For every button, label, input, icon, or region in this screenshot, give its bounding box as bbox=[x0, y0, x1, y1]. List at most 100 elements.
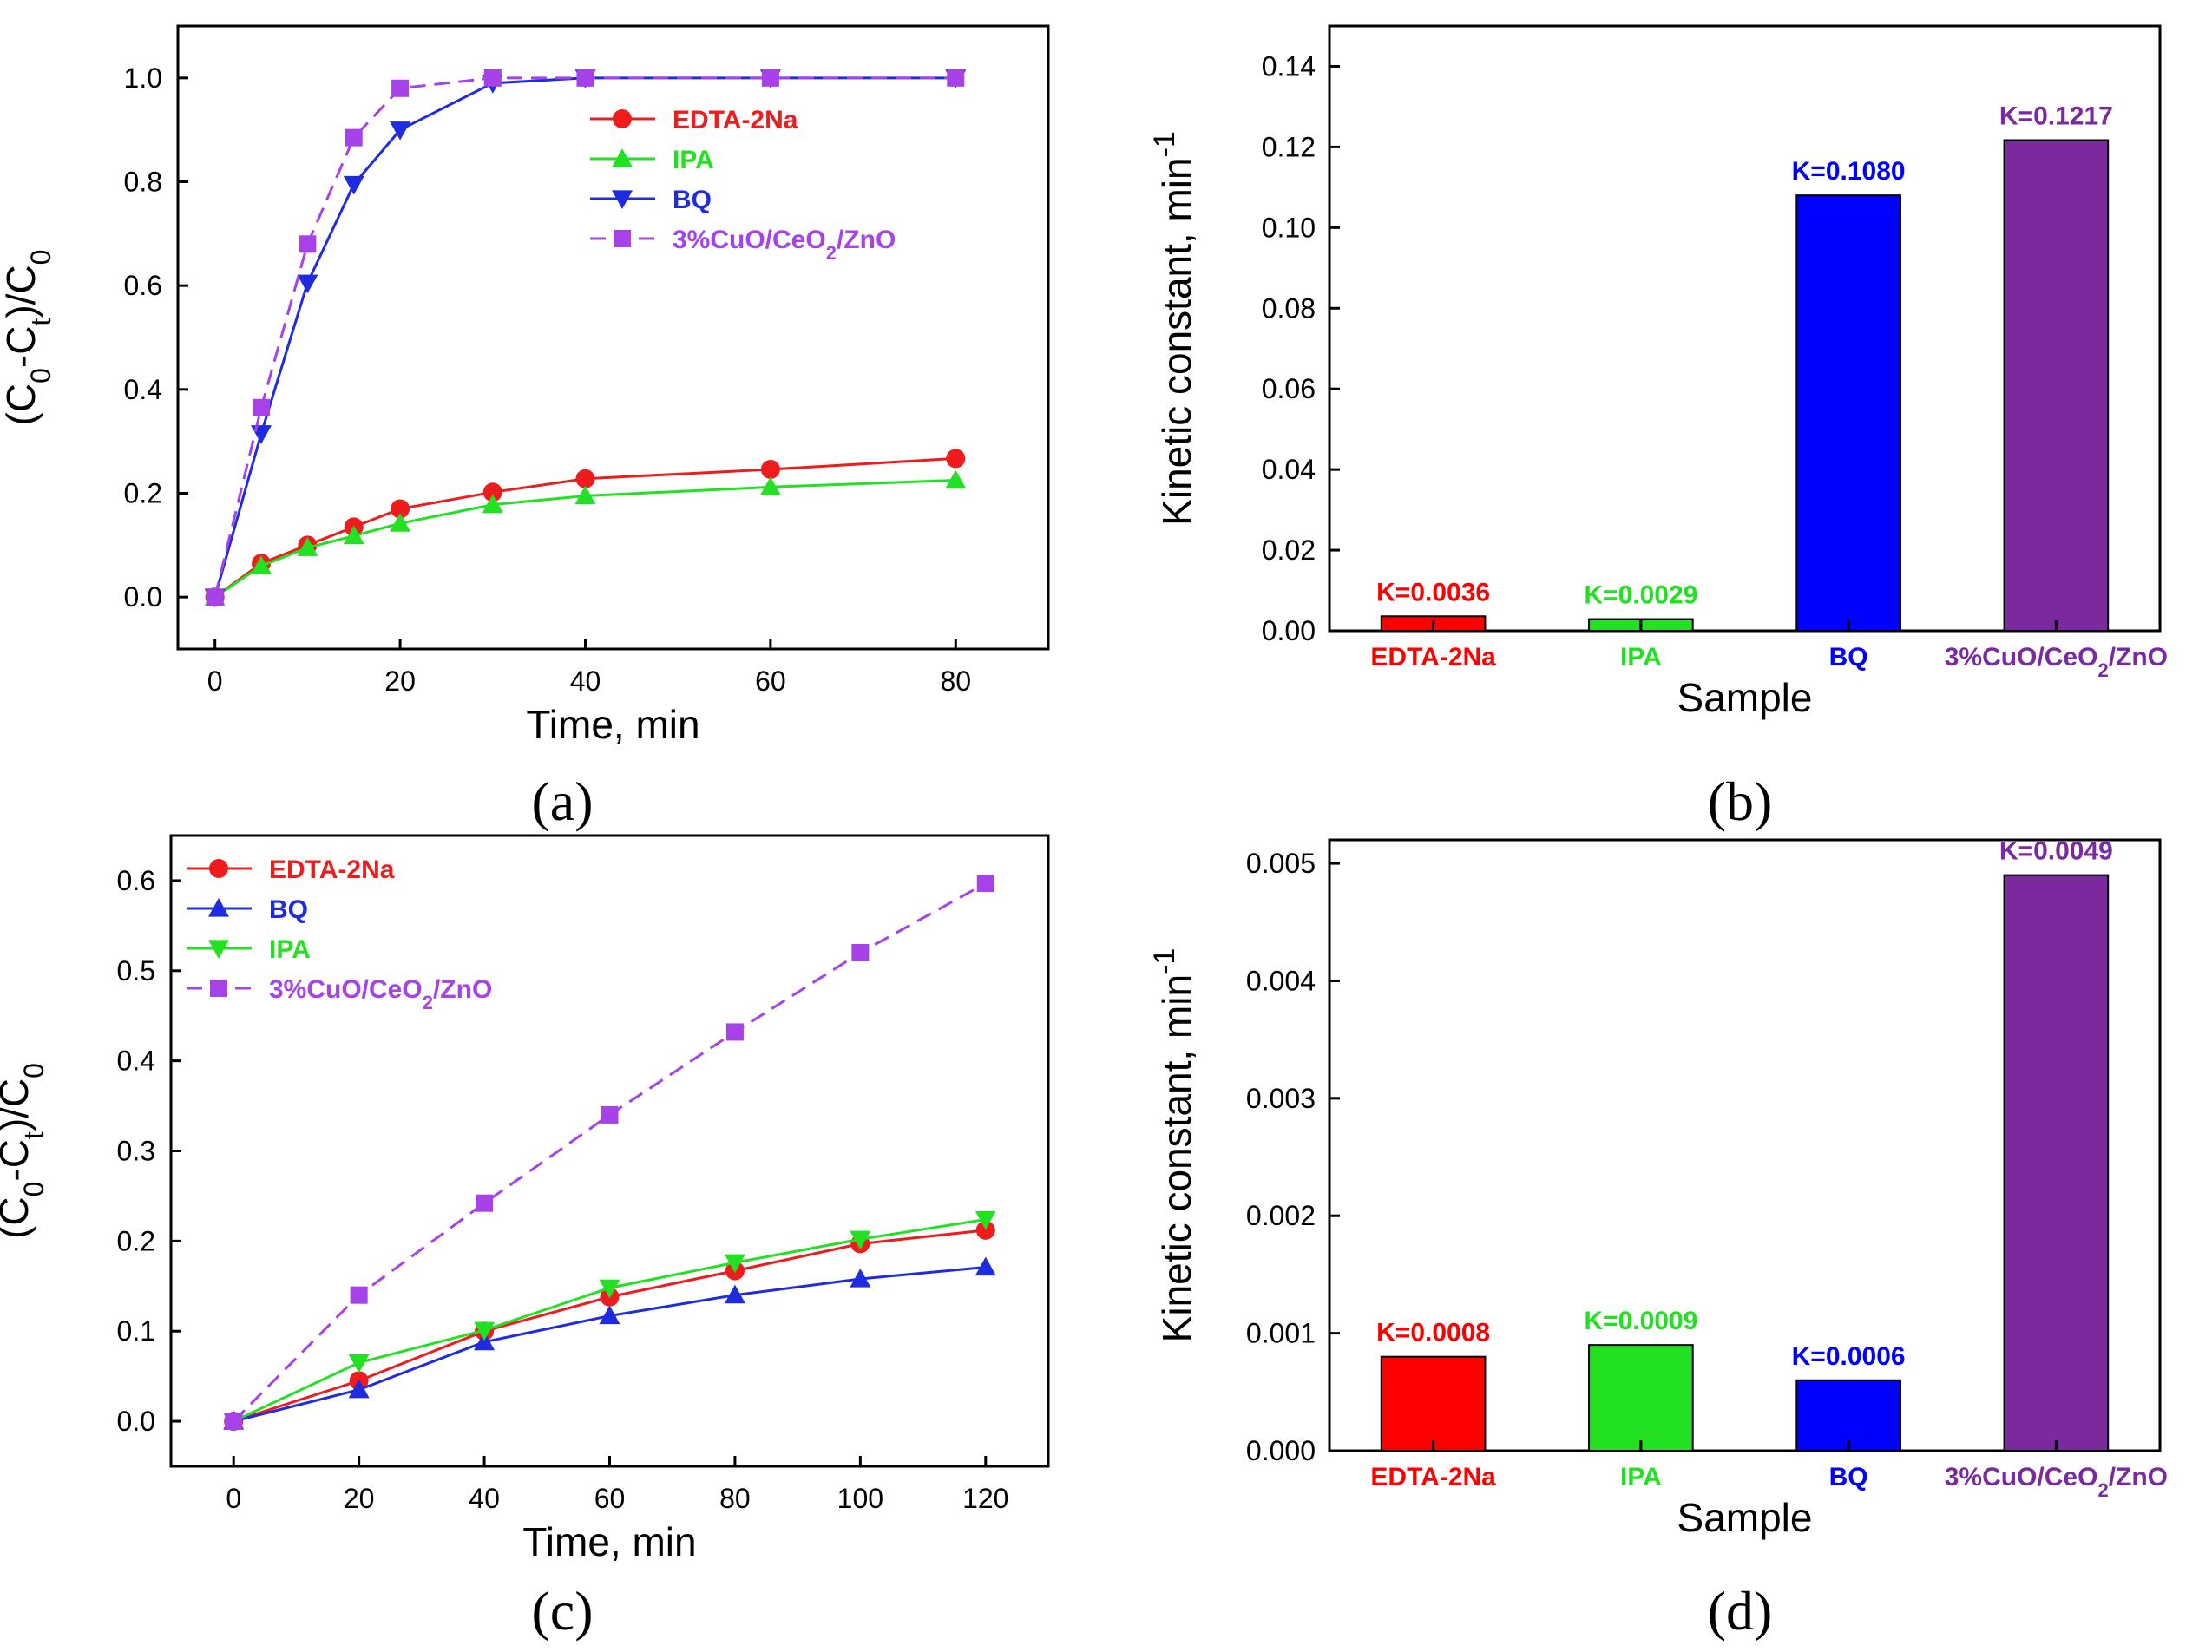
b-bar-value-label: K=0.0036 bbox=[1376, 578, 1490, 606]
c-legend-label: BQ bbox=[269, 895, 308, 924]
a-series-3-point bbox=[947, 69, 965, 87]
b-y-tick-label: 0.00 bbox=[1262, 615, 1316, 646]
d-y-tick-label: 0.001 bbox=[1246, 1318, 1316, 1349]
panel-b-bar-chart: 0.00 0.02 0.04 0.06 0.08 0.10 0.12 0.14 K=0.0036… bbox=[1148, 24, 2168, 720]
b-category-label: BQ bbox=[1829, 643, 1868, 672]
a-legend-marker bbox=[612, 190, 633, 209]
b-y-tick-label: 0.02 bbox=[1262, 534, 1316, 566]
c-legend-label: 3%CuO/CeO2/ZnO bbox=[269, 975, 492, 1013]
c-series-1-point bbox=[724, 1284, 745, 1304]
b-category-label: EDTA-2Na bbox=[1370, 643, 1496, 672]
d-x-axis-title: Sample bbox=[1677, 1495, 1813, 1540]
c-x-axis-title: Time, min bbox=[522, 1519, 696, 1564]
c-series-1-point bbox=[975, 1256, 996, 1276]
b-category-label: 3%CuO/CeO2/ZnO bbox=[1945, 643, 2168, 681]
c-x-tick-label: 100 bbox=[837, 1483, 883, 1514]
c-series-0-point bbox=[975, 1220, 995, 1240]
a-y-tick-label: 0.6 bbox=[124, 270, 162, 301]
a-series-3-point bbox=[391, 79, 410, 97]
c-legend-label: EDTA-2Na bbox=[269, 856, 395, 884]
d-y-axis-title: Kinetic constant, min-1 bbox=[1148, 948, 1199, 1343]
a-series-3-point bbox=[206, 588, 224, 606]
panel-c-line-chart: 0 20 40 60 80 100 120 0.0 0.1 0.2 0.3 0.4 0.5 0.6 Time… bbox=[0, 834, 1050, 1564]
a-series-2-point bbox=[343, 175, 364, 195]
a-series-line-3 bbox=[213, 76, 956, 598]
a-series-0-point bbox=[946, 449, 966, 469]
d-y-tick-label: 0.000 bbox=[1246, 1435, 1316, 1466]
d-bar-value-label: K=0.0049 bbox=[1999, 837, 2113, 866]
c-x-tick-label: 60 bbox=[594, 1483, 626, 1514]
a-series-1-point bbox=[482, 494, 503, 514]
a-series-0-point bbox=[575, 469, 595, 488]
c-y-tick-label: 0.4 bbox=[117, 1046, 155, 1077]
c-series-2-point bbox=[850, 1230, 871, 1250]
caption-c: (c) bbox=[531, 1580, 593, 1642]
c-series-2-point bbox=[599, 1279, 620, 1299]
d-plot-frame bbox=[1328, 838, 2162, 1452]
b-bar-value-label: K=0.0029 bbox=[1584, 581, 1697, 610]
a-series-1-point bbox=[945, 469, 967, 489]
b-y-axis-title: Kinetic constant, min-1 bbox=[1148, 131, 1199, 526]
a-y-tick-label: 0.4 bbox=[124, 374, 162, 405]
b-bar-value-label: K=0.1217 bbox=[1999, 102, 2113, 131]
c-y-axis-title: (C0-Ct)/C0 bbox=[0, 1063, 49, 1239]
c-y-tick-label: 0.5 bbox=[117, 955, 155, 987]
a-series-3-point bbox=[299, 235, 317, 253]
c-series-3-point bbox=[350, 1286, 368, 1304]
a-series-1-point bbox=[343, 525, 364, 545]
b-bar bbox=[1795, 194, 1901, 632]
a-plot-frame bbox=[176, 24, 1050, 651]
d-bar bbox=[1380, 1355, 1487, 1452]
d-bar bbox=[2003, 874, 2110, 1452]
c-y-tick-label: 0.6 bbox=[117, 865, 155, 896]
d-y-tick-label: 0.002 bbox=[1246, 1200, 1316, 1231]
a-legend-label: EDTA-2Na bbox=[673, 106, 798, 134]
d-bar-value-label: K=0.0006 bbox=[1792, 1342, 1906, 1371]
d-bar bbox=[1795, 1379, 1901, 1452]
b-y-tick-label: 0.14 bbox=[1262, 50, 1316, 82]
a-legend-label: IPA bbox=[673, 146, 714, 174]
a-y-tick-label: 0.0 bbox=[124, 581, 162, 613]
a-x-tick-label: 20 bbox=[384, 665, 416, 697]
a-series-0-point bbox=[760, 459, 780, 479]
a-series-2-point bbox=[297, 274, 318, 294]
c-legend-marker bbox=[210, 980, 227, 997]
a-x-tick-label: 40 bbox=[570, 665, 601, 697]
c-series-3-point bbox=[976, 875, 994, 893]
c-y-tick-label: 0.0 bbox=[117, 1406, 155, 1437]
a-legend-marker bbox=[612, 148, 633, 167]
c-series-line-3 bbox=[233, 882, 987, 1423]
d-y-tick-label: 0.003 bbox=[1246, 1083, 1316, 1114]
d-bar bbox=[1588, 1344, 1694, 1452]
a-series-1-point bbox=[297, 537, 318, 556]
c-series-1-point bbox=[850, 1268, 871, 1288]
b-y-tick-label: 0.12 bbox=[1262, 131, 1316, 162]
a-legend-marker bbox=[613, 109, 632, 128]
c-y-tick-label: 0.3 bbox=[117, 1136, 155, 1167]
d-category-label: 3%CuO/CeO2/ZnO bbox=[1945, 1463, 2168, 1501]
c-series-2-point bbox=[348, 1354, 370, 1373]
c-y-tick-label: 0.1 bbox=[117, 1315, 155, 1347]
c-plot-frame bbox=[169, 834, 1050, 1468]
c-legend-label: IPA bbox=[269, 935, 311, 964]
a-series-3-point bbox=[253, 398, 271, 416]
c-legend-marker bbox=[208, 940, 229, 959]
c-series-3-point bbox=[601, 1105, 619, 1124]
c-series-1-point bbox=[348, 1379, 370, 1399]
a-y-tick-label: 0.8 bbox=[124, 167, 162, 198]
a-legend-marker bbox=[614, 230, 631, 247]
b-y-tick-label: 0.08 bbox=[1262, 292, 1316, 324]
c-series-2-point bbox=[975, 1210, 996, 1230]
panel-d-bar-chart: 0.000 0.001 0.002 0.003 0.004 0.005 K=0.0008 ED… bbox=[1148, 837, 2168, 1540]
b-x-axis-title: Sample bbox=[1677, 675, 1813, 720]
b-y-tick-label: 0.06 bbox=[1262, 373, 1316, 404]
b-bar bbox=[2003, 139, 2110, 632]
a-series-1-point bbox=[574, 485, 596, 505]
a-x-tick-label: 80 bbox=[941, 665, 972, 697]
a-series-2-point bbox=[390, 121, 411, 141]
a-series-3-point bbox=[761, 69, 779, 87]
a-series-1-point bbox=[251, 555, 272, 574]
a-series-1-point bbox=[759, 476, 781, 495]
c-x-tick-label: 80 bbox=[719, 1483, 751, 1514]
